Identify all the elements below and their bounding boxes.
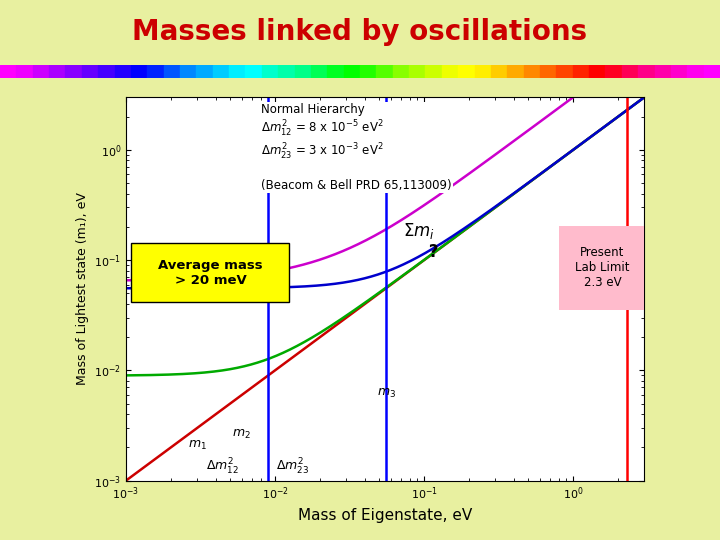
- Text: $m_2$: $m_2$: [233, 428, 251, 441]
- Bar: [426, 65, 442, 78]
- Text: $\Sigma m_i$
     ?: $\Sigma m_i$ ?: [400, 220, 438, 261]
- Bar: [606, 65, 622, 78]
- Bar: [294, 65, 311, 78]
- Bar: [491, 65, 508, 78]
- Bar: [572, 65, 589, 78]
- Y-axis label: Mass of Lightest state (m₁), eV: Mass of Lightest state (m₁), eV: [76, 192, 89, 386]
- Bar: [278, 65, 294, 78]
- Bar: [392, 65, 409, 78]
- Bar: [343, 65, 360, 78]
- Text: Average mass
> 20 meV: Average mass > 20 meV: [158, 259, 263, 287]
- Bar: [474, 65, 491, 78]
- Bar: [17, 65, 32, 78]
- Bar: [671, 65, 688, 78]
- Bar: [229, 65, 246, 78]
- Bar: [114, 65, 131, 78]
- Bar: [49, 65, 66, 78]
- Bar: [246, 65, 262, 78]
- Bar: [98, 65, 114, 78]
- Bar: [311, 65, 328, 78]
- Bar: [131, 65, 148, 78]
- Bar: [212, 65, 229, 78]
- Bar: [508, 65, 523, 78]
- Bar: [688, 65, 703, 78]
- Bar: [540, 65, 557, 78]
- Text: $m_3$: $m_3$: [377, 387, 397, 400]
- Bar: [458, 65, 474, 78]
- Text: $m_1$: $m_1$: [188, 439, 207, 452]
- Bar: [654, 65, 671, 78]
- Bar: [622, 65, 638, 78]
- Text: Normal Hierarchy
$\Delta m_{12}^{2}$ = 8 x 10$^{-5}$ eV$^{2}$
$\Delta m_{23}^{2}: Normal Hierarchy $\Delta m_{12}^{2}$ = 8…: [261, 103, 451, 192]
- Bar: [0, 65, 17, 78]
- Bar: [82, 65, 98, 78]
- Bar: [163, 65, 180, 78]
- Bar: [442, 65, 458, 78]
- Bar: [262, 65, 278, 78]
- Bar: [703, 65, 720, 78]
- Text: $\Delta m_{12}^{2}$: $\Delta m_{12}^{2}$: [207, 457, 239, 477]
- X-axis label: Mass of Eigenstate, eV: Mass of Eigenstate, eV: [298, 508, 472, 523]
- Bar: [180, 65, 197, 78]
- Bar: [360, 65, 377, 78]
- Bar: [197, 65, 212, 78]
- Bar: [32, 65, 49, 78]
- Bar: [328, 65, 343, 78]
- Text: $\Delta m_{23}^{2}$: $\Delta m_{23}^{2}$: [276, 457, 310, 477]
- Bar: [377, 65, 392, 78]
- FancyBboxPatch shape: [559, 226, 646, 310]
- Bar: [523, 65, 540, 78]
- Bar: [638, 65, 654, 78]
- Text: Present
Lab Limit
2.3 eV: Present Lab Limit 2.3 eV: [575, 246, 630, 289]
- Bar: [557, 65, 572, 78]
- FancyBboxPatch shape: [131, 243, 289, 302]
- Bar: [66, 65, 82, 78]
- Bar: [589, 65, 606, 78]
- Bar: [148, 65, 163, 78]
- Bar: [409, 65, 426, 78]
- Text: Masses linked by oscillations: Masses linked by oscillations: [132, 18, 588, 46]
